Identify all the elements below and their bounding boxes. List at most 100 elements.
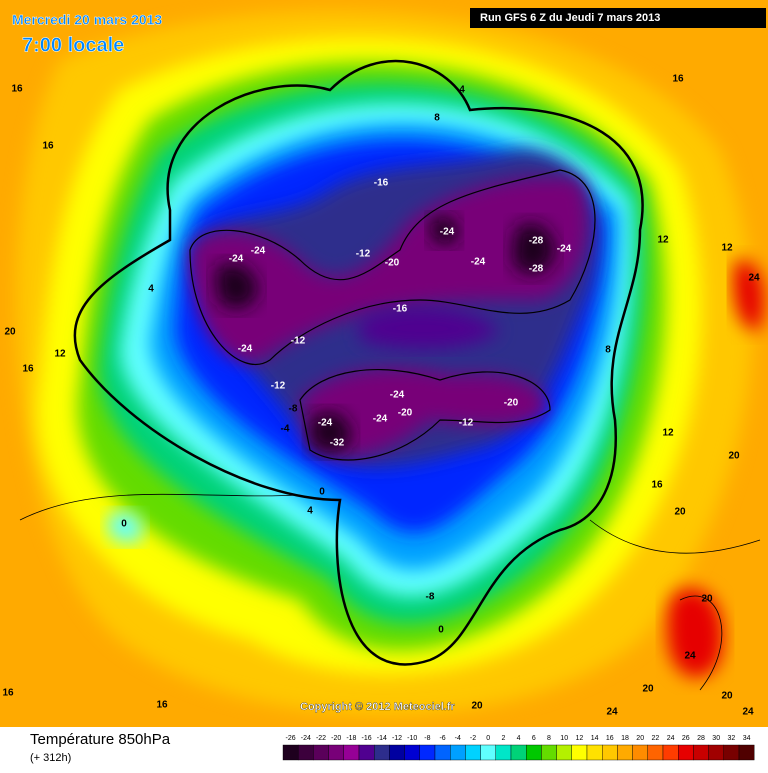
contour-label: -12 [459,418,474,429]
contour-label: 0 [121,519,127,530]
footer-lead: (+ 312h) [30,752,71,764]
colorbar-tick: 16 [606,735,614,742]
colorbar-tick: 34 [743,735,751,742]
contour-label: 0 [319,487,325,498]
temperature-zone [360,307,500,349]
colorbar-swatch [419,744,436,761]
contour-label: 16 [2,688,14,699]
colorbar-tick: 14 [591,735,599,742]
colorbar-swatch [526,744,542,761]
contour-label: -24 [440,227,455,238]
contour-label: 20 [721,691,733,702]
contour-label: 12 [662,428,674,439]
colorbar-swatch [602,744,618,761]
contour-label: 16 [156,700,168,711]
colorbar-swatch [480,744,497,761]
colorbar-swatch [647,744,664,761]
contour-label: 8 [605,345,611,356]
run-box [470,8,766,28]
colorbar-tick: -22 [316,735,326,742]
colorbar: -26 -24 -22 -20 -18 -16 -14 -12 -10 -8 -6 -4 -2 0 2 4 6 8… [282,735,755,761]
colorbar-tick: 22 [652,735,660,742]
colorbar-tick: -8 [424,735,430,742]
colorbar-tick: 0 [486,735,490,742]
run: Run GFS 6 Z du Jeudi 7 mars 2013 [480,12,660,24]
contour-label: 8 [434,113,440,124]
temperature-field [0,0,768,727]
colorbar-swatch [586,744,603,761]
colorbar-swatch [465,744,481,761]
colorbar-tick: 20 [636,735,644,742]
colorbar-tick: 24 [667,735,675,742]
temperature-zone [300,368,547,457]
contour-label: 20 [642,684,654,695]
colorbar-swatch [404,744,421,761]
contour-label: -24 [229,254,244,265]
contour-label: 20 [728,451,740,462]
colorbar-tick: -18 [346,735,356,742]
contour-label: 16 [11,84,23,95]
time: 7:00 locale [22,34,124,56]
colorbar-tick: 30 [712,735,720,742]
contour-label: 20 [674,507,686,518]
contour-label: -20 [398,408,413,419]
date: Mercredi 20 mars 2013 [12,12,162,28]
contour-label: -12 [271,381,286,392]
colorbar-swatch [282,744,299,761]
contour-label: -28 [529,236,544,247]
colorbar-tick: -20 [331,735,341,742]
colorbar-tick: -26 [286,735,296,742]
contour-label: -24 [238,344,253,355]
colorbar-tick: -14 [377,735,387,742]
contour-label: -24 [471,257,486,268]
contour-label: 12 [657,235,669,246]
colorbar-tick: 6 [532,735,536,742]
colorbar-swatch [662,744,679,761]
contour-label: 4 [307,506,313,517]
contour-label: 24 [684,651,696,662]
colorbar-swatch [571,744,588,761]
contours [19,59,761,691]
contour-label: 4 [459,85,465,96]
contour-label: -16 [374,178,389,189]
footer-title: Température 850hPa [30,731,171,748]
contour-label: 16 [22,364,34,375]
colorbar-swatch [617,744,633,761]
temperature-zone [107,511,143,543]
colorbar-swatch [313,744,329,761]
contour-label: -8 [289,404,298,415]
colorbar-tick: 18 [621,735,629,742]
colorbar-swatch [541,744,557,761]
contour-label: -16 [393,304,408,315]
contour-label: 20 [701,594,713,605]
copyright: Copyright © 2012 Meteociel.fr [300,701,456,713]
contour-label: 4 [148,284,154,295]
colorbar-tick: 12 [576,735,584,742]
colorbar-tick: -6 [439,735,445,742]
colorbar-swatch [298,744,314,761]
contour-label: -28 [529,264,544,275]
colorbar-swatch [450,744,466,761]
colorbar-tick: 32 [728,735,736,742]
contour-label: -24 [373,414,388,425]
contour-label: 12 [721,243,733,254]
temperature-zone [732,259,765,331]
colorbar-swatch [389,744,405,761]
contour-label: 12 [54,349,66,360]
contour-label: -8 [426,592,435,603]
colorbar-swatch [738,744,755,761]
colorbar-swatch [495,744,512,761]
colorbar-tick: 26 [682,735,690,742]
colorbar-swatch [374,744,390,761]
colorbar-swatch [723,744,740,761]
contour-labels: 16 16 16 4 8 -16 -24 -28 -24 -24 -28 -24 -24 -12 -20 -1… [2,74,760,718]
contour-label: 24 [606,707,618,718]
contour-label: -24 [251,246,266,257]
colorbar-swatch [556,744,572,761]
colorbar-swatch [632,744,648,761]
colorbar-tick: 28 [697,735,705,742]
contour-label: -32 [330,438,345,449]
contour-label: 16 [651,480,663,491]
colorbar-tick: -16 [362,735,372,742]
